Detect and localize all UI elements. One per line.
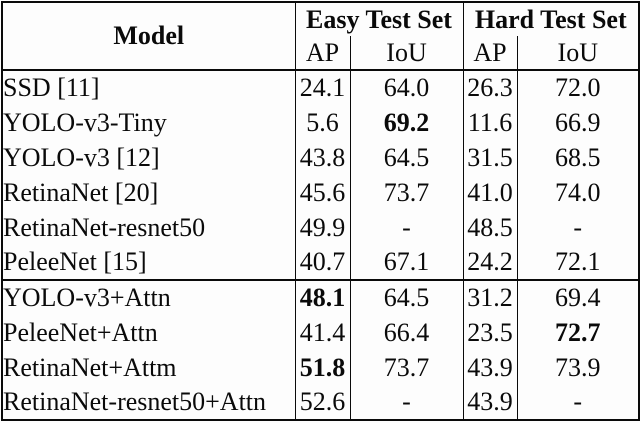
header-row-groups: Model Easy Test Set Hard Test Set	[2, 2, 639, 71]
hard-iou-cell: -	[573, 387, 583, 416]
column-header-easy-test-set: Easy Test Set	[295, 2, 464, 36]
hard-ap-cell: 43.9	[463, 385, 518, 420]
column-header-hard-iou: IoU	[517, 36, 640, 71]
hard-iou-cell: 72.1	[555, 247, 601, 276]
model-name-cell: YOLO-v3-Tiny	[2, 105, 296, 140]
easy-ap-cell: 41.4	[295, 315, 351, 350]
easy-iou-cell: 64.5	[350, 140, 464, 175]
table-row: YOLO-v3 [12] 43.8 64.5 31.5 68.5	[2, 140, 639, 175]
hard-iou-cell: 73.9	[555, 352, 601, 382]
hard-ap-cell: 31.5	[463, 140, 518, 175]
hard-ap-cell: 24.2	[463, 245, 518, 280]
easy-iou-cell: 73.7	[350, 350, 464, 385]
hard-ap-cell: 41.0	[463, 175, 518, 210]
table-row: RetinaNet-resnet50 49.9-48.5-	[2, 210, 639, 245]
easy-iou-cell: 69.2	[350, 105, 464, 140]
model-name-cell: PeleeNet [15]	[2, 245, 296, 280]
easy-ap-cell: 43.8	[295, 140, 351, 175]
easy-iou-cell: -	[350, 385, 464, 420]
easy-ap-cell: 40.7	[295, 245, 351, 280]
column-header-hard-test-set: Hard Test Set	[474, 4, 627, 34]
easy-iou-cell: 73.7	[350, 175, 464, 210]
table-row: YOLO-v3-Tiny 5.6 69.2 11.6 66.9	[2, 105, 639, 140]
easy-ap-cell: 51.8	[295, 350, 351, 385]
table-row: YOLO-v3+Attn 48.1 64.5 31.2 69.4	[2, 279, 640, 315]
hard-iou-cell: 72.7	[555, 317, 601, 347]
hard-ap-cell: 11.6	[463, 105, 518, 140]
easy-iou-cell: 67.1	[350, 245, 464, 280]
easy-iou-cell: -	[350, 210, 464, 245]
easy-ap-cell: 24.1	[295, 70, 351, 105]
model-name-cell: RetinaNet [20]	[2, 175, 296, 210]
hard-ap-cell: 31.2	[463, 279, 518, 315]
hard-iou-cell: 74.0	[555, 177, 601, 207]
easy-ap-cell: 45.6	[295, 175, 351, 210]
easy-ap-cell: 49.9	[295, 210, 351, 245]
model-name-cell: YOLO-v3 [12]	[2, 140, 296, 175]
column-header-hard-ap: AP	[463, 36, 518, 71]
hard-iou-cell: 72.0	[555, 73, 601, 102]
table-row: RetinaNet+Attm 51.8 73.7 43.9 73.9	[2, 350, 639, 385]
table-row: PeleeNet [15] 40.7 67.1 24.2 72.1	[2, 245, 639, 280]
table-row: PeleeNet+Attn 41.4 66.4 23.5 72.7	[2, 315, 639, 350]
hard-ap-cell: 43.9	[463, 350, 518, 385]
model-name-cell: RetinaNet+Attm	[2, 350, 296, 385]
header-row-metrics: AP IoU AP IoU	[2, 36, 640, 71]
hard-iou-cell: 66.9	[555, 107, 601, 137]
table-row: SSD [11] 24.1 64.0 26.3 72.0	[2, 70, 639, 105]
easy-iou-cell: 66.4	[350, 315, 464, 350]
hard-iou-cell: -	[573, 212, 583, 242]
model-name-cell: SSD [11]	[2, 70, 296, 105]
hard-ap-cell: 48.5	[463, 210, 518, 245]
hard-ap-cell: 26.3	[463, 70, 518, 105]
easy-ap-cell: 52.6	[295, 385, 351, 420]
column-header-model: Model	[2, 2, 296, 71]
table-row: RetinaNet [20] 45.6 73.7 41.0 74.0	[2, 175, 639, 210]
model-name-cell: YOLO-v3+Attn	[2, 279, 296, 315]
model-name-cell: RetinaNet-resnet50+Attn	[2, 385, 296, 420]
hard-iou-cell: 68.5	[555, 142, 601, 172]
easy-iou-cell: 64.0	[350, 70, 464, 105]
easy-iou-cell: 64.5	[350, 279, 464, 315]
easy-ap-cell: 48.1	[295, 279, 351, 315]
easy-ap-cell: 5.6	[295, 105, 351, 140]
table-row: RetinaNet-resnet50+Attn 52.6-43.9-	[2, 385, 639, 420]
column-header-easy-ap: AP	[295, 36, 351, 71]
hard-iou-cell: 69.4	[517, 279, 640, 315]
model-name-cell: RetinaNet-resnet50	[2, 210, 296, 245]
model-name-cell: PeleeNet+Attn	[2, 315, 296, 350]
results-table-body: SSD [11] 24.1 64.0 26.3 72.0 YOLO-v3-Tiny 5.6 6…	[2, 70, 640, 420]
hard-ap-cell: 23.5	[463, 315, 518, 350]
column-header-easy-iou: IoU	[350, 36, 464, 71]
